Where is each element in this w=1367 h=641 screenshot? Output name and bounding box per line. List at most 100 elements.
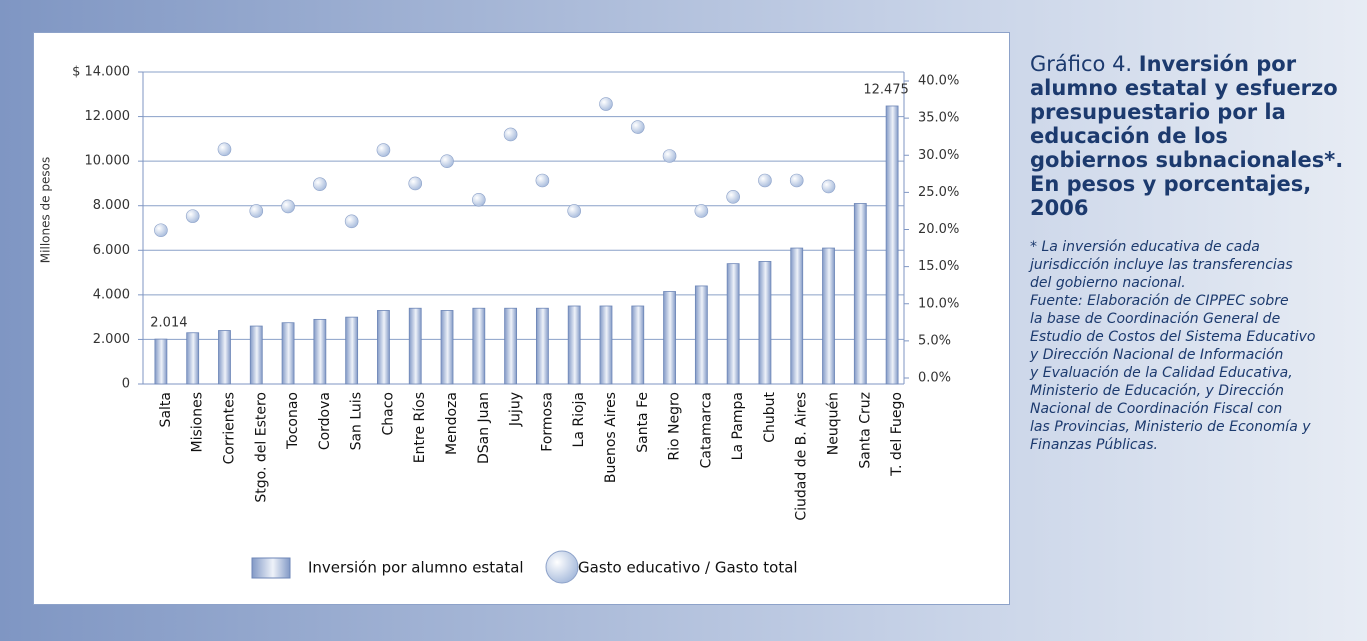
dot [154,223,168,238]
y-tick-label: 2.000 [93,332,130,347]
x-tick-label: Cordova [317,392,333,450]
x-tick-label: Formosa [539,392,555,452]
bar [758,261,772,385]
y-tick-label: 4.000 [93,287,130,302]
dot [821,179,836,194]
y-tick-label: 10.000 [85,154,131,169]
dot [630,120,645,134]
legend-label: Inversión por alumno estatal [308,559,524,577]
bar [504,307,518,385]
dot [472,193,486,207]
dot [217,142,232,157]
x-tick-label: Santa Fe [635,392,651,453]
x-tick-label: Buenos Aires [603,392,619,483]
y2-tick-label: 25.0% [918,185,959,200]
x-tick-label: Neuquén [826,392,842,455]
x-tick-label: Misiones [190,392,206,453]
bar [377,310,390,385]
bar [726,263,740,385]
y2-tick-label: 10.0% [918,296,959,311]
y2-tick-label: 20.0% [918,222,959,237]
bar [472,307,486,385]
note-line: Finanzas Públicas. [1030,437,1158,453]
dot [726,190,740,204]
y-tick-label: 6.000 [93,243,130,258]
dot [535,173,550,188]
x-tick-label: Santa Cruz [857,392,873,469]
bar [408,307,422,385]
note-line: del gobierno nacional. [1030,275,1186,291]
y2-tick-label: 15.0% [918,259,959,274]
dot [408,176,423,191]
x-tick-label: Corrientes [221,392,237,464]
note-line: Ministerio de Educación, y Dirección [1030,383,1285,399]
bar [694,285,708,385]
note-line: y Evaluación de la Calidad Educativa, [1030,365,1293,381]
dot [249,204,264,218]
value-label: 12.475 [863,82,909,97]
note-line: Fuente: Elaboración de CIPPEC sobre [1030,293,1289,309]
dot [344,214,359,229]
y2-tick-label: 30.0% [918,148,959,163]
note-line: las Provincias, Ministerio de Economía y [1030,419,1311,435]
bar [822,247,835,385]
x-tick-label: Rio Negro [667,392,683,461]
dot [789,173,804,188]
x-tick-label: Ciudad de B. Aires [794,392,810,521]
notes: * La inversión educativa de cada jurisdic… [1030,238,1348,454]
bar [663,291,676,385]
x-tick-label: T. del Fuego [889,392,905,477]
x-tick-label: La Pampa [730,392,746,460]
dot [758,173,772,188]
x-tick-label: Catamarca [698,392,714,468]
x-tick-label: DSan Juan [476,392,492,464]
x-tick-label: Chubut [762,392,778,443]
x-tick-label: Jujuy [508,392,524,427]
legend-dot [545,550,579,584]
note-line: * La inversión educativa de cada [1030,239,1260,255]
note-line: Estudio de Costos del Sistema Educativo [1030,329,1316,345]
dot [376,143,391,157]
dot [694,204,709,218]
value-label: 2.014 [150,316,187,331]
dot [503,127,518,142]
dot [313,177,327,192]
bar [631,305,645,385]
bar [790,247,804,385]
dot [440,154,454,168]
bar [154,338,168,385]
y2-tick-label: 0.0% [918,371,951,386]
x-tick-label: Chaco [380,392,396,436]
y-tick-label: $ 14.000 [72,65,130,80]
dot [662,149,677,163]
bar [281,322,295,385]
bar [249,325,263,385]
chart-panel [33,32,1010,605]
bar [186,332,200,385]
title-label: Gráfico 4. [1030,52,1133,76]
x-tick-label: Salta [158,392,174,427]
y-axis-title: Millones de pesos [39,157,53,263]
legend-swatch [251,557,291,579]
y2-tick-label: 35.0% [918,111,959,126]
bar [218,330,231,385]
title-block: Gráfico 4. Inversión por alumno estatal … [1030,52,1348,220]
bar [599,305,613,385]
x-tick-label: San Luis [349,392,365,450]
bar [535,307,549,385]
note-line: Nacional de Coordinación Fiscal con [1030,401,1283,417]
y2-tick-label: 5.0% [918,333,951,348]
legend-label: Gasto educativo / Gasto total [578,559,798,577]
bar [440,310,454,385]
side-text: Gráfico 4. Inversión por alumno estatal … [1030,52,1348,454]
dot [281,199,295,214]
y2-tick-label: 40.0% [918,74,959,89]
chart-title: Inversión por alumno estatal y esfuerzo … [1030,52,1344,220]
bar [345,316,359,385]
x-tick-label: Stgo. del Estero [253,392,269,503]
note-line: jurisdicción incluye las transferencias [1030,257,1293,273]
x-tick-label: La Rioja [571,392,587,447]
x-tick-label: Entre Ríos [412,392,428,463]
note-line: la base de Coordinación General de [1030,311,1281,327]
